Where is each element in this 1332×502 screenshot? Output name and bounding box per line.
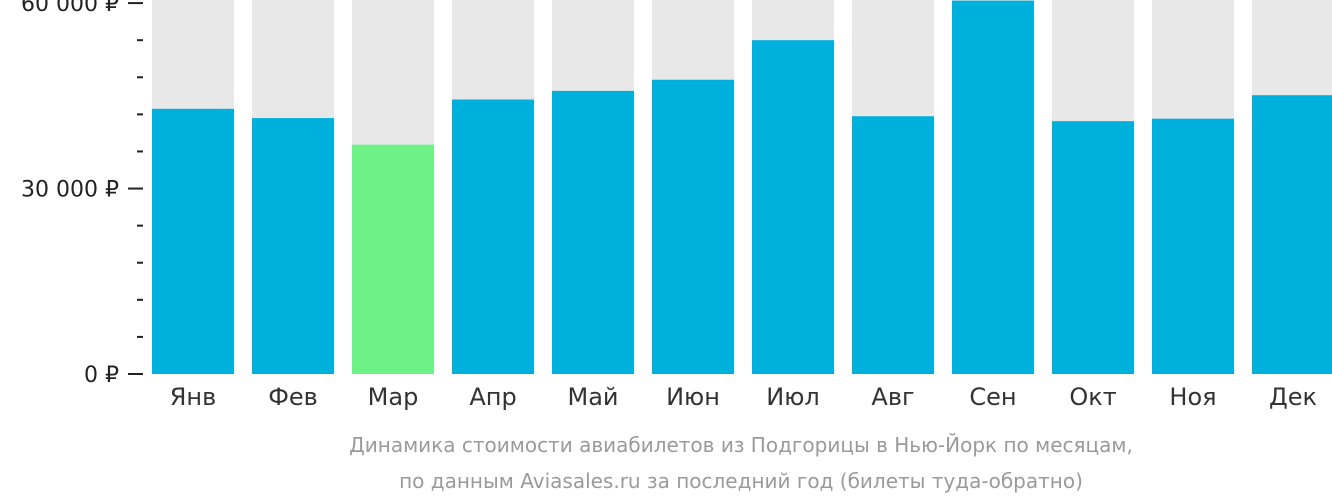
x-tick-label-9: Сен [969,383,1016,411]
bar-2[interactable] [252,118,334,374]
bar-11[interactable] [1152,118,1234,374]
bar-8[interactable] [852,116,934,374]
x-tick-label-1: Янв [170,383,217,411]
x-tick-label-6: Июн [666,383,720,411]
bar-5[interactable] [552,90,634,374]
x-tick-label-12: Дек [1269,383,1317,411]
bar-9[interactable] [952,0,1034,374]
bar-7[interactable] [752,40,834,374]
x-tick-label-11: Ноя [1169,383,1216,411]
bar-10[interactable] [1052,121,1134,374]
bar-1[interactable] [152,108,234,375]
caption-line-2: по данным Aviasales.ru за последний год … [399,469,1083,493]
x-tick-label-4: Апр [469,383,516,411]
x-tick-label-3: Мар [368,383,419,411]
bar-3[interactable] [352,144,434,374]
chart-caption: Динамика стоимости авиабилетов из Подгор… [349,433,1133,493]
y-tick-label: 30 000 ₽ [21,178,119,203]
x-tick-label-10: Окт [1069,383,1116,411]
x-tick-label-7: Июл [766,383,820,411]
x-axis-labels: Янв Фев Мар Апр Май Июн Июл Авг Сен Окт Ноя Дек [170,383,1317,411]
x-tick-label-5: Май [567,383,618,411]
x-tick-label-8: Авг [871,383,914,411]
y-tick-label: 0 ₽ [84,363,119,388]
y-tick-label: 60 000 ₽ [21,0,119,17]
caption-line-1: Динамика стоимости авиабилетов из Подгор… [349,433,1133,457]
bar-4[interactable] [452,99,534,374]
y-axis: 0 ₽ 30 000 ₽ 60 000 ₽ [21,0,143,388]
bar-12[interactable] [1252,95,1332,374]
bar-6[interactable] [652,79,734,374]
x-tick-label-2: Фев [268,383,318,411]
price-bars [152,0,1332,375]
